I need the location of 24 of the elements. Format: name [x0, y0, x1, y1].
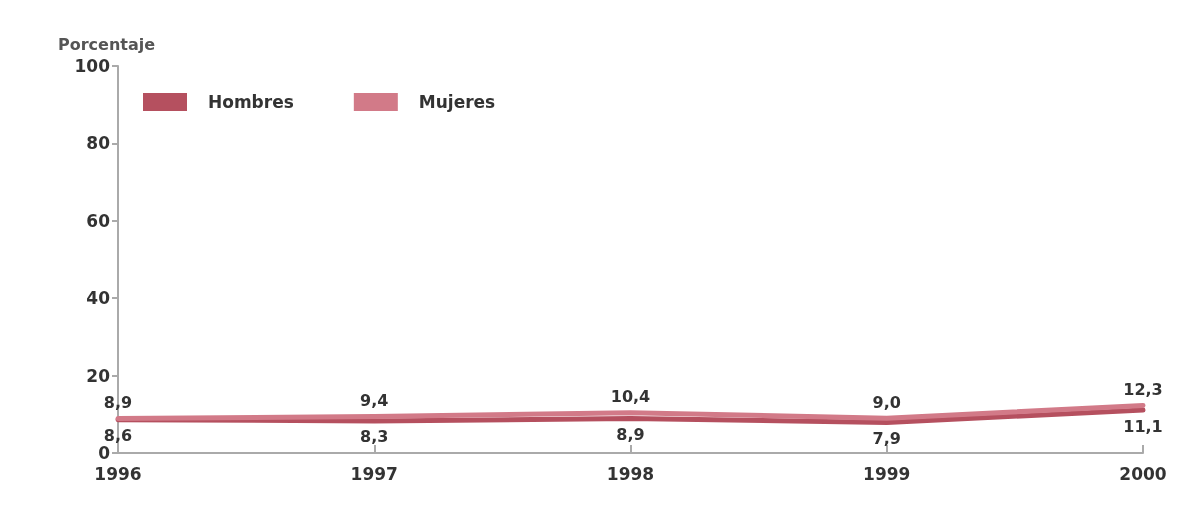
x-tick-label: 1996	[94, 463, 142, 484]
legend-label: Mujeres	[418, 92, 496, 112]
data-label: 12,3	[1123, 379, 1163, 399]
legend-label: Hombres	[208, 92, 294, 112]
data-label: 9,0	[872, 392, 901, 412]
y-axis-title: Porcentaje	[58, 34, 156, 54]
y-tick-label: 100	[74, 56, 111, 76]
data-label: 7,9	[872, 428, 901, 448]
data-label: 10,4	[610, 387, 651, 407]
y-tick-label: 20	[86, 365, 111, 386]
y-tick-label: 80	[86, 133, 111, 154]
x-tick-label: 1999	[863, 463, 911, 484]
x-tick-label: 1998	[606, 463, 655, 484]
x-tick-label: 1997	[350, 463, 398, 484]
x-tick-label: 2000	[1119, 463, 1167, 484]
y-tick-label: 60	[86, 210, 111, 231]
data-label: 11,1	[1123, 416, 1163, 436]
data-label: 8,9	[103, 393, 133, 413]
data-label: 8,3	[360, 427, 389, 447]
y-tick-label: 40	[86, 288, 111, 309]
data-label: 9,4	[360, 391, 389, 411]
y-tick-label: 0	[98, 443, 111, 463]
data-label: 8,9	[616, 425, 645, 445]
data-label: 8,6	[103, 426, 133, 446]
